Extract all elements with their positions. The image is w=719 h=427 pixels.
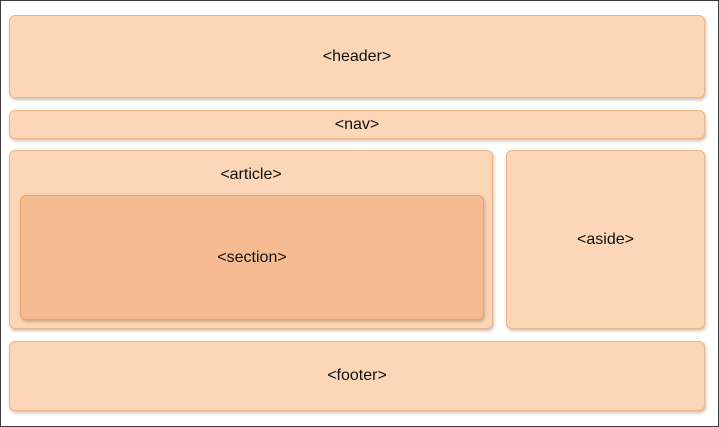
section-label: <section> — [217, 248, 287, 266]
nav-block: <nav> — [9, 110, 705, 139]
section-block: <section> — [20, 195, 484, 320]
footer-label: <footer> — [327, 367, 387, 384]
footer-block: <footer> — [9, 341, 705, 411]
nav-label: <nav> — [334, 115, 380, 133]
header-block: <header> — [9, 15, 705, 98]
aside-label: <aside> — [577, 230, 634, 248]
header-label: <header> — [322, 47, 392, 65]
aside-block: <aside> — [506, 150, 705, 329]
article-label: <article> — [220, 166, 282, 183]
